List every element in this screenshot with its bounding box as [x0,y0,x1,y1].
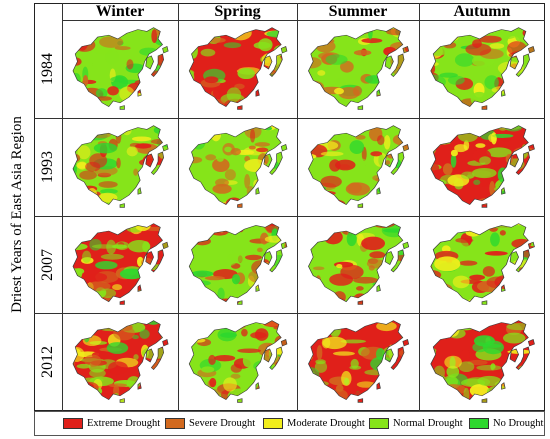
legend-swatch-extreme [63,418,83,429]
grid-divider [178,3,179,411]
map-2007-spring [180,218,295,311]
side-title: Driest Years of East Asia Region [0,20,34,408]
row-label-1984: 1984 [39,53,56,85]
map-grid-frame [34,3,545,411]
legend-label-moderate: Moderate Drought [287,418,365,429]
grid-divider [62,3,63,411]
map-1984-winter [64,22,176,116]
side-title-text: Driest Years of East Asia Region [8,115,25,313]
legend-label-extreme: Extreme Drought [87,418,161,429]
map-2007-autumn [421,218,543,311]
legend-swatch-normal [369,418,389,429]
grid-divider [34,118,545,119]
map-2012-spring [180,315,295,409]
map-1984-spring [180,22,295,116]
map-1993-summer [299,120,417,214]
column-header-spring: Spring [214,3,261,20]
row-label-1993: 1993 [39,151,56,183]
map-2012-winter [64,315,176,409]
row-label-2012: 2012 [39,346,56,378]
column-header-summer: Summer [328,3,388,20]
grid-divider [419,3,420,411]
legend-swatch-moderate [263,418,283,429]
legend-swatch-none [469,418,489,429]
column-header-winter: Winter [95,3,145,20]
map-1993-winter [64,120,176,214]
legend-label-none: No Drought [493,418,544,429]
grid-divider [297,3,298,411]
grid-divider [34,216,545,217]
row-label-2007: 2007 [39,248,56,281]
grid-divider [34,313,545,314]
map-2012-autumn [421,315,543,409]
legend-swatch-severe [165,418,185,429]
legend-label-severe: Severe Drought [189,418,256,429]
map-2007-winter [64,218,176,311]
map-1993-spring [180,120,295,214]
legend-label-normal: Normal Drought [393,418,463,429]
map-1993-autumn [421,120,543,214]
map-1984-autumn [421,22,543,116]
grid-divider [62,20,545,21]
legend: Extreme Drought Severe Drought Moderate … [34,411,545,436]
column-header-autumn: Autumn [453,3,511,20]
map-2012-summer [299,315,417,409]
map-2007-summer [299,218,417,311]
map-1984-summer [299,22,417,116]
